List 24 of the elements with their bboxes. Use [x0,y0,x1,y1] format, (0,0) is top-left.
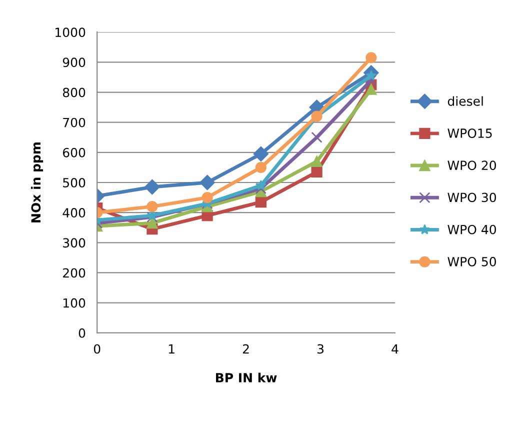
y-tick-label: 600 [62,148,86,158]
y-tick-label: 0 [78,328,86,338]
legend-label: WPO 40 [448,224,496,234]
y-tick-label: 1000 [56,28,86,38]
x-axis-title: BP IN kw [216,372,277,382]
y-axis-title: NOx in ppm [30,142,44,222]
x-tick-label: 0 [94,344,100,354]
y-tick-label: 400 [62,208,86,218]
y-tick-label: 100 [63,298,86,308]
x-tick-label: 3 [318,344,324,354]
y-tick-label: 900 [62,58,86,68]
legend-label: WPO 50 [448,256,496,266]
legend-label: diesel [448,96,483,106]
legend-label: WPO 30 [448,192,496,202]
y-tick-label: 800 [62,88,86,98]
x-tick-label: 4 [392,344,398,354]
y-tick-label: 300 [63,238,86,248]
x-tick-label: 1 [168,344,174,354]
x-tick-label: 2 [242,344,249,354]
legend-label: WPO 20 [448,160,496,170]
y-tick-label: 500 [63,178,86,188]
y-tick-label: 700 [63,118,86,128]
legend-label: WPO15 [448,128,492,138]
y-tick-label: 200 [63,268,86,278]
